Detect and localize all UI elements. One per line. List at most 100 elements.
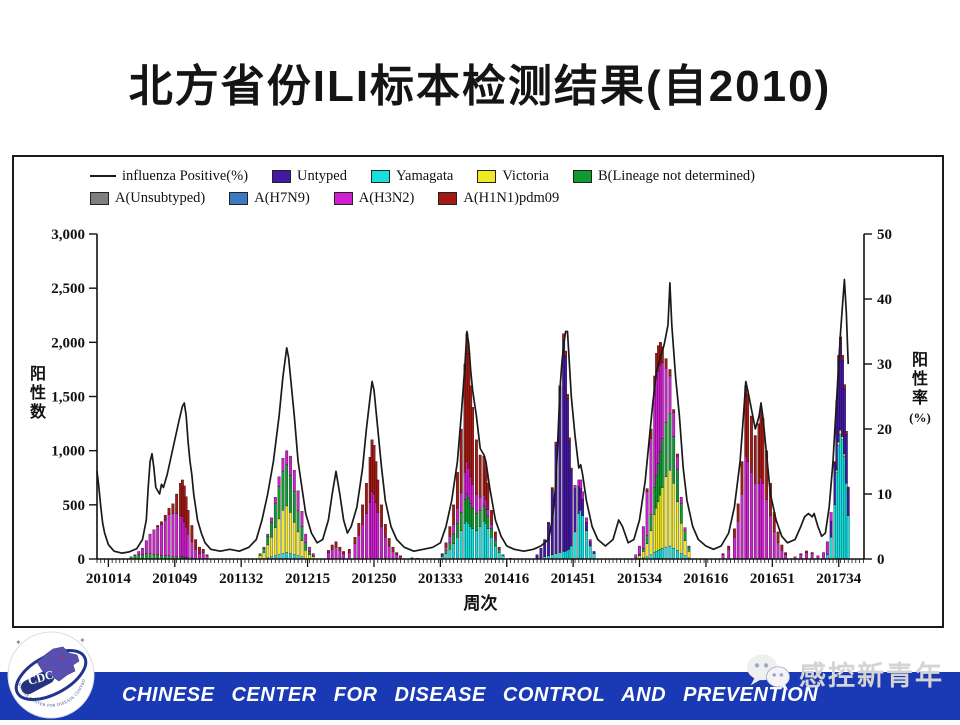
bar-segment-u — [844, 434, 848, 484]
bar-segment-m — [163, 519, 167, 556]
bar-segment-m — [810, 553, 814, 560]
bar-segment-r — [444, 542, 448, 548]
bar-segment-r — [338, 546, 342, 551]
bar-segment-m — [383, 537, 387, 560]
bar-segment-m — [148, 533, 152, 554]
bar-segment-m — [474, 493, 478, 514]
bar-segment-m — [175, 513, 179, 557]
footer-band — [0, 672, 960, 720]
bar-segment-r — [750, 415, 753, 473]
bar-segment-m — [668, 375, 672, 414]
bar-segment-m — [167, 514, 171, 556]
bar-segment-b — [273, 503, 277, 528]
bar-segment-r — [327, 550, 330, 553]
bar-segment-r — [776, 531, 780, 543]
chart-legend: influenza Positive(%) Untyped Yamagata Vict… — [90, 165, 890, 209]
bar-segment-m — [281, 458, 285, 472]
right-axis-unit: (%) — [909, 410, 931, 425]
bar-segment-r — [440, 553, 444, 555]
bar-segment-m — [740, 493, 744, 560]
x-axis-tick: 201132 — [219, 571, 263, 587]
bar-segment-m — [736, 520, 740, 560]
bar-segment-m — [277, 476, 281, 487]
bar-segment-b — [459, 512, 463, 531]
bar-segment-r — [569, 467, 573, 471]
bar-segment-m — [746, 461, 750, 560]
bar-segment-r — [399, 555, 402, 557]
bar-segment-r — [780, 544, 784, 551]
bar-segment-r — [676, 453, 679, 457]
bar-segment-m — [829, 512, 833, 522]
bar-segment-r — [160, 521, 163, 525]
right-axis-tick: 40 — [877, 292, 892, 308]
bar-segment-m — [444, 546, 448, 551]
bar-segment-r — [391, 546, 395, 552]
bar-segment-v — [672, 483, 676, 549]
left-axis-tick: 500 — [63, 498, 86, 514]
bar-segment-b — [486, 516, 490, 529]
x-axis-tick: 201014 — [86, 571, 132, 587]
bar-segment-m — [361, 524, 364, 560]
bar-segment-b — [281, 471, 285, 511]
bar-segment-r — [736, 503, 740, 522]
bar-segment-m — [330, 549, 334, 560]
bar-segment-b — [645, 535, 649, 544]
x-axis-tick: 201333 — [418, 571, 463, 587]
bar-segment-y — [459, 530, 463, 560]
bar-segment-b — [660, 438, 664, 488]
bar-segment-y — [456, 537, 459, 560]
bar-segment-r — [357, 523, 361, 536]
bar-segment-y — [829, 537, 833, 560]
bar-segment-r — [486, 483, 490, 510]
bar-segment-v — [668, 470, 672, 547]
bar-segment-r — [456, 472, 459, 509]
bar-segment-m — [353, 543, 357, 560]
bar-segment-m — [581, 491, 585, 500]
bar-segment-r — [566, 394, 569, 399]
legend-label: Victoria — [502, 167, 549, 184]
bar-segment-r — [664, 358, 668, 369]
bar-segment-y — [588, 545, 592, 560]
x-axis-tick: 201215 — [285, 571, 330, 587]
bar-segment-m — [440, 554, 444, 556]
bar-segment-r — [478, 454, 482, 498]
legend-row-2: A(Unsubtyped) A(H7N9) A(H3N2) A(H1N1)pdm09 — [90, 187, 890, 209]
bar-segment-r — [452, 504, 456, 525]
bar-segment-r — [175, 493, 179, 514]
bar-segment-b — [490, 528, 493, 538]
bar-segment-b — [444, 550, 448, 554]
bar-segment-m — [156, 526, 160, 555]
legend-swatch-icon — [272, 169, 292, 183]
svg-text:✦: ✦ — [79, 636, 86, 645]
bar-segment-m — [308, 546, 311, 552]
bar-segment-m — [171, 513, 175, 557]
bar-segment-m — [347, 552, 351, 560]
bar-segment-m — [683, 527, 687, 531]
x-axis-tick: 201534 — [617, 571, 663, 587]
watermark: 感控新青年 — [746, 650, 944, 696]
legend-label: B(Lineage not determined) — [597, 167, 755, 184]
bar-segment-m — [825, 541, 829, 555]
bar-segment-y — [448, 549, 452, 560]
bar-segment-b — [270, 522, 273, 538]
legend-label: Yamagata — [395, 167, 454, 184]
bar-segment-m — [201, 552, 205, 560]
bar-segment-m — [660, 362, 664, 439]
right-axis-title: 阳 — [912, 351, 928, 369]
bar-segment-r — [474, 439, 478, 495]
line-sample-icon — [90, 175, 116, 177]
bar-segment-m — [490, 524, 493, 529]
bar-segment-y — [668, 545, 672, 560]
bar-segment-m — [649, 438, 653, 515]
bar-segment-y — [664, 546, 668, 560]
bar-segment-m — [750, 472, 753, 560]
bar-segment-b — [148, 553, 152, 560]
x-axis-tick: 201451 — [551, 571, 596, 587]
bar-segment-m — [292, 470, 296, 492]
bar-segment-v — [649, 530, 653, 555]
bar-segment-m — [133, 554, 137, 556]
bar-segment-r — [376, 479, 380, 513]
legend-swatch-icon — [438, 191, 458, 205]
bar-segment-y — [493, 545, 497, 560]
bar-segment-y — [573, 531, 577, 560]
